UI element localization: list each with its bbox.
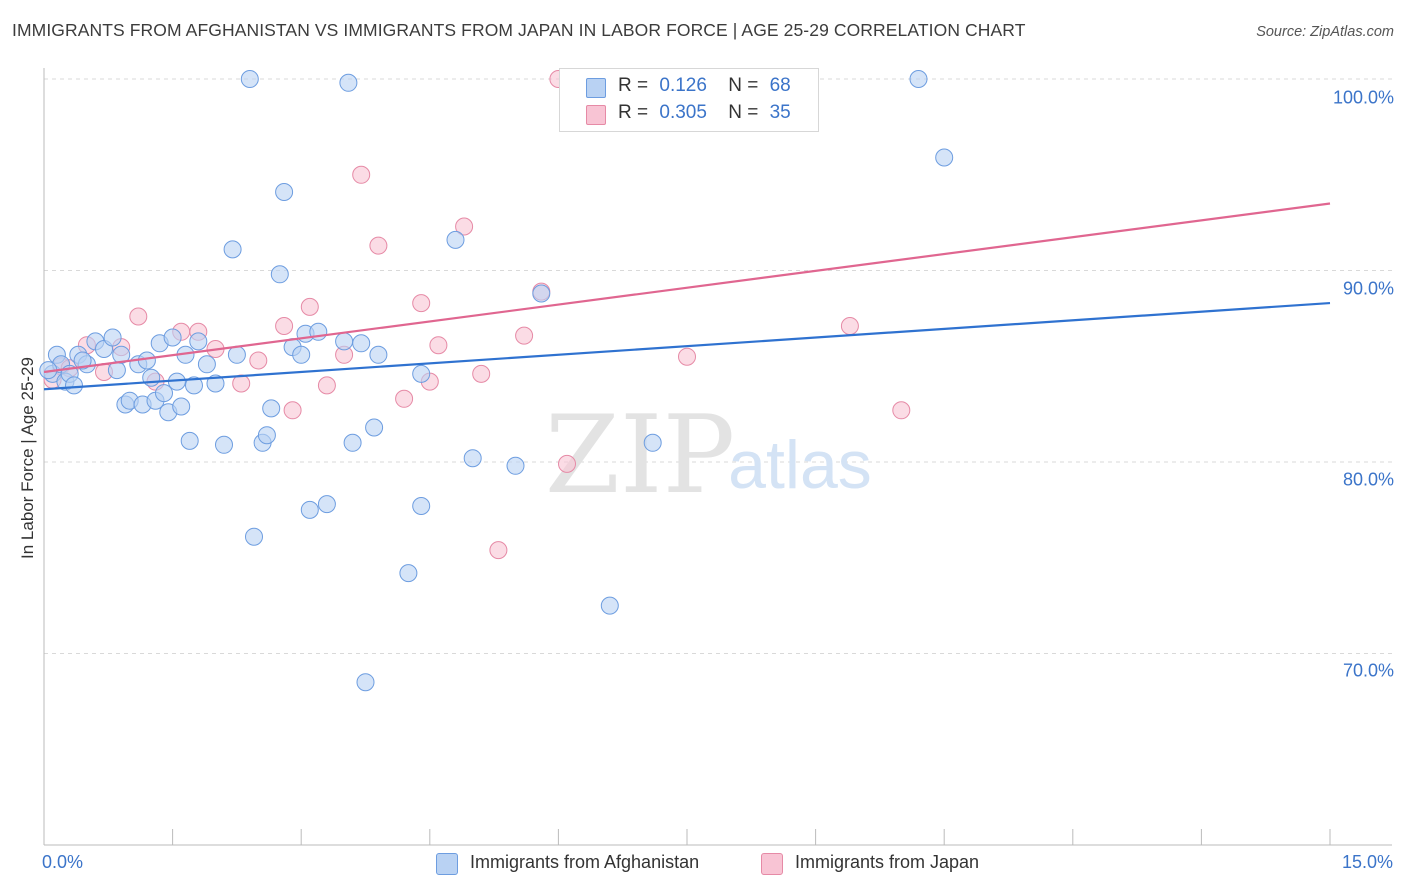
data-point: [399, 564, 418, 583]
data-point: [112, 345, 131, 364]
data-point: [365, 418, 384, 437]
data-point: [270, 265, 289, 284]
data-point: [227, 345, 246, 364]
bottom-legend-japan: Immigrants from Japan: [761, 852, 980, 875]
data-point: [558, 454, 576, 473]
legend-swatch-afghanistan: [436, 853, 458, 875]
legend-label-afghanistan: Immigrants from Afghanistan: [470, 852, 700, 872]
data-point: [206, 374, 225, 393]
data-point: [395, 389, 414, 408]
data-point: [678, 347, 696, 366]
data-point: [275, 317, 294, 335]
data-point: [892, 401, 911, 420]
legend-n-label: N =: [728, 102, 759, 123]
data-point: [300, 500, 319, 519]
data-point: [180, 431, 199, 450]
data-point: [317, 376, 336, 395]
legend-r-value: 0.126: [659, 75, 707, 96]
data-point: [429, 336, 448, 355]
data-point: [643, 433, 662, 452]
data-point: [292, 345, 311, 364]
bottom-legend-afghanistan: Immigrants from Afghanistan: [436, 852, 700, 875]
data-point: [215, 435, 233, 454]
chart-title: IMMIGRANTS FROM AFGHANISTAN VS IMMIGRANT…: [12, 20, 1026, 40]
watermark-zip: ZIP: [545, 393, 735, 518]
data-point: [600, 596, 619, 615]
data-point: [232, 374, 251, 393]
axes-layer: [43, 68, 1392, 846]
legend-n-label: N =: [728, 75, 759, 96]
trend-lines: [43, 202, 1331, 391]
data-point: [275, 183, 294, 201]
data-point: [356, 673, 375, 692]
data-point: [506, 456, 525, 475]
legend-r-value: 0.305: [659, 102, 707, 123]
legend-r-label: R =: [618, 75, 649, 96]
y-tick-label: 100.0%: [1332, 87, 1394, 108]
data-point: [909, 70, 928, 88]
data-point: [73, 351, 92, 370]
legend-swatch-japan: [586, 105, 606, 125]
data-point: [65, 376, 83, 395]
data-point: [172, 397, 191, 416]
watermark: ZIP atlas: [545, 393, 872, 518]
data-point: [163, 328, 182, 347]
data-point: [262, 399, 281, 418]
y-axis-label: In Labor Force | Age 25-29: [18, 357, 37, 559]
data-point: [352, 334, 371, 353]
data-point: [283, 401, 302, 420]
data-point: [155, 384, 173, 403]
data-point: [137, 351, 156, 370]
y-tick-label: 80.0%: [1342, 469, 1394, 490]
data-point: [185, 376, 203, 395]
data-point: [352, 165, 371, 184]
data-point: [245, 527, 263, 546]
source-credit: Source: ZipAtlas.com: [1256, 24, 1394, 40]
data-point: [300, 297, 319, 316]
legend-r-label: R =: [618, 102, 649, 123]
data-point: [223, 240, 242, 259]
data-point: [369, 236, 388, 255]
data-point: [455, 217, 474, 236]
data-point: [343, 433, 362, 452]
x-tick-label: 0.0%: [42, 852, 84, 872]
data-point: [412, 294, 431, 313]
x-tick-label: 15.0%: [1341, 852, 1393, 872]
data-point: [935, 148, 954, 167]
trend-line-afghanistan: [43, 301, 1331, 391]
data-point: [129, 307, 148, 326]
data-point: [412, 364, 431, 383]
data-point: [840, 317, 859, 335]
legend-swatch-afghanistan: [586, 78, 606, 98]
data-point: [142, 368, 161, 387]
data-point: [189, 332, 208, 351]
data-point: [446, 230, 465, 249]
data-point: [249, 351, 268, 370]
data-point: [197, 355, 216, 374]
trend-line-japan: [43, 202, 1331, 374]
data-point: [240, 70, 259, 88]
y-tick-label: 90.0%: [1342, 278, 1394, 299]
data-point: [339, 73, 358, 92]
legend-swatch-japan: [761, 853, 783, 875]
legend-label-japan: Immigrants from Japan: [795, 852, 980, 872]
data-point: [532, 284, 551, 303]
data-point: [335, 332, 354, 351]
legend-n-value: 35: [769, 102, 791, 123]
watermark-atlas: atlas: [728, 427, 872, 503]
data-point: [317, 495, 336, 514]
data-point: [515, 326, 534, 345]
data-point: [463, 449, 482, 468]
data-point: [369, 345, 388, 364]
data-point: [412, 497, 431, 515]
legend-n-value: 68: [769, 75, 791, 96]
correlation-legend: R = 0.126 N = 68 R = 0.305 N = 35: [559, 68, 819, 132]
data-point: [472, 364, 491, 383]
grid-layer: [44, 78, 1392, 654]
data-point: [103, 328, 122, 347]
data-point: [489, 541, 508, 560]
y-tick-label: 70.0%: [1342, 660, 1394, 681]
data-point: [257, 426, 276, 445]
